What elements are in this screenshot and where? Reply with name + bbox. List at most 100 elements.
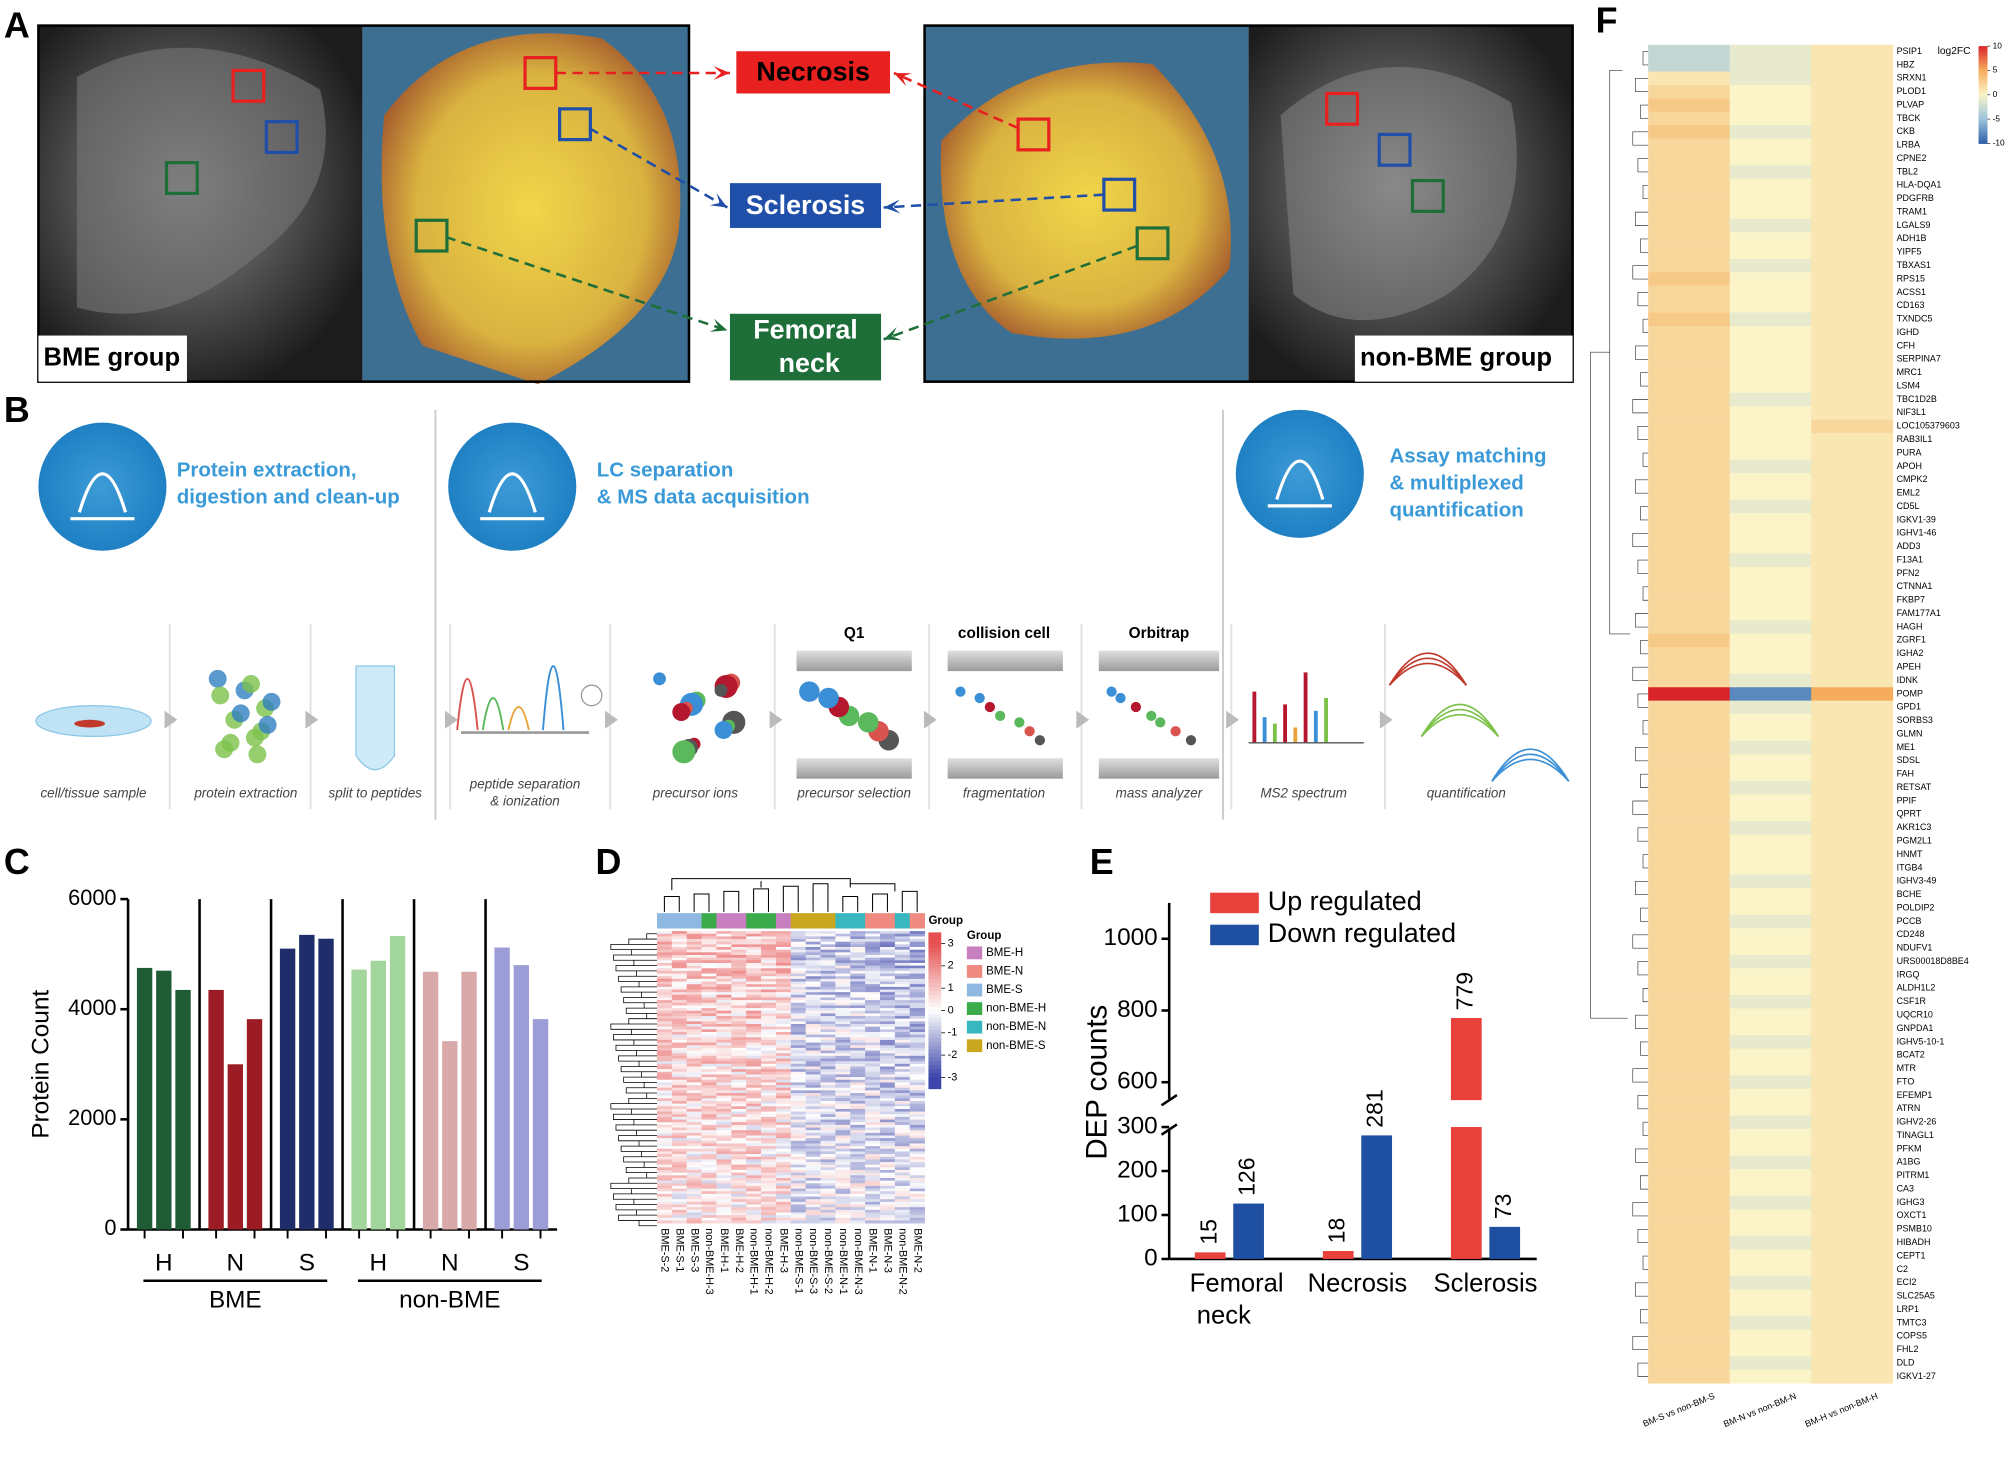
y-tick-label: 200 <box>1117 1156 1158 1183</box>
heat-cell <box>1811 928 1894 942</box>
group-annotation <box>850 913 866 929</box>
heat-cell <box>656 1029 673 1033</box>
heat-cell <box>805 931 821 935</box>
heat-cell <box>790 1172 807 1176</box>
heat-cell <box>1811 1142 1894 1157</box>
colorbar-cell <box>928 1072 942 1078</box>
heat-cell <box>701 1140 717 1144</box>
heat-cell <box>790 949 807 953</box>
heat-cell <box>701 976 717 980</box>
value-label: 126 <box>1234 1157 1260 1195</box>
gene-label: PFKM <box>1897 1143 1922 1153</box>
heat-cell <box>761 997 777 1001</box>
heat-cell <box>805 1058 821 1062</box>
chevron <box>305 710 319 729</box>
heat-cell <box>761 994 777 998</box>
heat-cell <box>671 1220 688 1224</box>
heat-cell <box>671 1018 688 1022</box>
heat-cell <box>1729 1169 1812 1183</box>
heat-cell <box>865 1196 881 1200</box>
gene-label: SERPINA7 <box>1897 354 1941 364</box>
heat-cell <box>879 962 896 966</box>
colorbar-cell <box>1978 114 1988 118</box>
heat-cell <box>775 1148 792 1152</box>
heat-cell <box>850 1103 866 1107</box>
heat-cell <box>820 933 836 937</box>
heat-cell <box>671 1061 688 1065</box>
heat-cell <box>716 1151 732 1155</box>
heat-cell <box>909 965 925 969</box>
heat-cell <box>850 1069 866 1073</box>
heat-cell <box>1648 727 1731 742</box>
heat-cell <box>1811 1356 1894 1371</box>
heat-cell <box>761 1010 777 1014</box>
heat-cell <box>865 1212 881 1216</box>
heat-cell <box>761 1170 777 1174</box>
heat-cell <box>790 1177 807 1182</box>
heat-cell <box>746 1114 762 1118</box>
heat-cell <box>775 1050 792 1054</box>
heat-cell <box>909 1199 925 1203</box>
gene-label: TXNDC5 <box>1897 314 1933 324</box>
heat-cell <box>731 992 747 996</box>
heat-cell <box>701 1103 717 1107</box>
heat-cell <box>790 1132 807 1136</box>
heat-cell <box>820 1108 836 1112</box>
heat-cell <box>656 1039 673 1043</box>
heat-cell <box>865 1021 881 1025</box>
label-box <box>38 335 187 382</box>
heat-cell <box>805 992 821 996</box>
mri-shape <box>1280 66 1517 321</box>
heat-cell <box>820 1024 836 1028</box>
heat-cell <box>686 968 702 972</box>
heat-cell <box>656 1162 673 1166</box>
heat-cell <box>775 994 792 998</box>
heat-cell <box>775 1215 792 1219</box>
heat-cell <box>775 1180 792 1184</box>
heat-cell <box>835 1122 851 1126</box>
heat-cell <box>1811 513 1894 528</box>
heat-cell <box>835 1087 851 1091</box>
heat-cell <box>686 1095 702 1099</box>
heat-cell <box>805 1183 821 1187</box>
heat-cell <box>1811 714 1894 728</box>
heat-cell <box>835 1095 851 1099</box>
bar <box>442 1041 458 1230</box>
heat-cell <box>865 1146 881 1150</box>
heat-cell <box>1648 151 1731 166</box>
heat-cell <box>865 1151 881 1155</box>
heat-cell <box>894 1087 911 1091</box>
heat-cell <box>656 1124 673 1128</box>
heat-cell <box>820 965 836 969</box>
heat-cell <box>701 1138 717 1142</box>
colorbar-cell <box>928 1002 942 1008</box>
heat-cell <box>1729 928 1812 942</box>
heat-cell <box>1811 687 1894 702</box>
heat-cell <box>671 941 688 945</box>
heat-cell <box>1729 379 1812 394</box>
heat-cell <box>1648 406 1731 420</box>
region-box <box>729 313 882 381</box>
heat-cell <box>686 1090 702 1094</box>
heat-cell <box>656 1193 673 1197</box>
heat-cell <box>894 1039 911 1043</box>
heat-cell <box>701 947 717 951</box>
heat-cell <box>850 1220 866 1224</box>
heat-cell <box>671 1034 688 1038</box>
heat-cell <box>731 962 747 966</box>
heat-cell <box>731 1215 747 1219</box>
heat-cell <box>686 1000 702 1004</box>
heat-cell <box>805 1108 821 1112</box>
heat-cell <box>835 1124 851 1128</box>
heat-cell <box>746 1055 762 1059</box>
sample-label: BME-N-3 <box>882 1228 894 1273</box>
heat-cell <box>805 941 821 945</box>
colorbar-cell <box>928 975 942 980</box>
heat-cell <box>746 1146 762 1150</box>
heat-cell <box>865 1095 881 1099</box>
heat-cell <box>686 994 702 998</box>
y-tick-label: 0 <box>104 1215 116 1240</box>
heat-cell <box>656 1093 673 1097</box>
colorbar-cell <box>1978 46 1988 50</box>
heat-cell <box>1729 780 1812 795</box>
